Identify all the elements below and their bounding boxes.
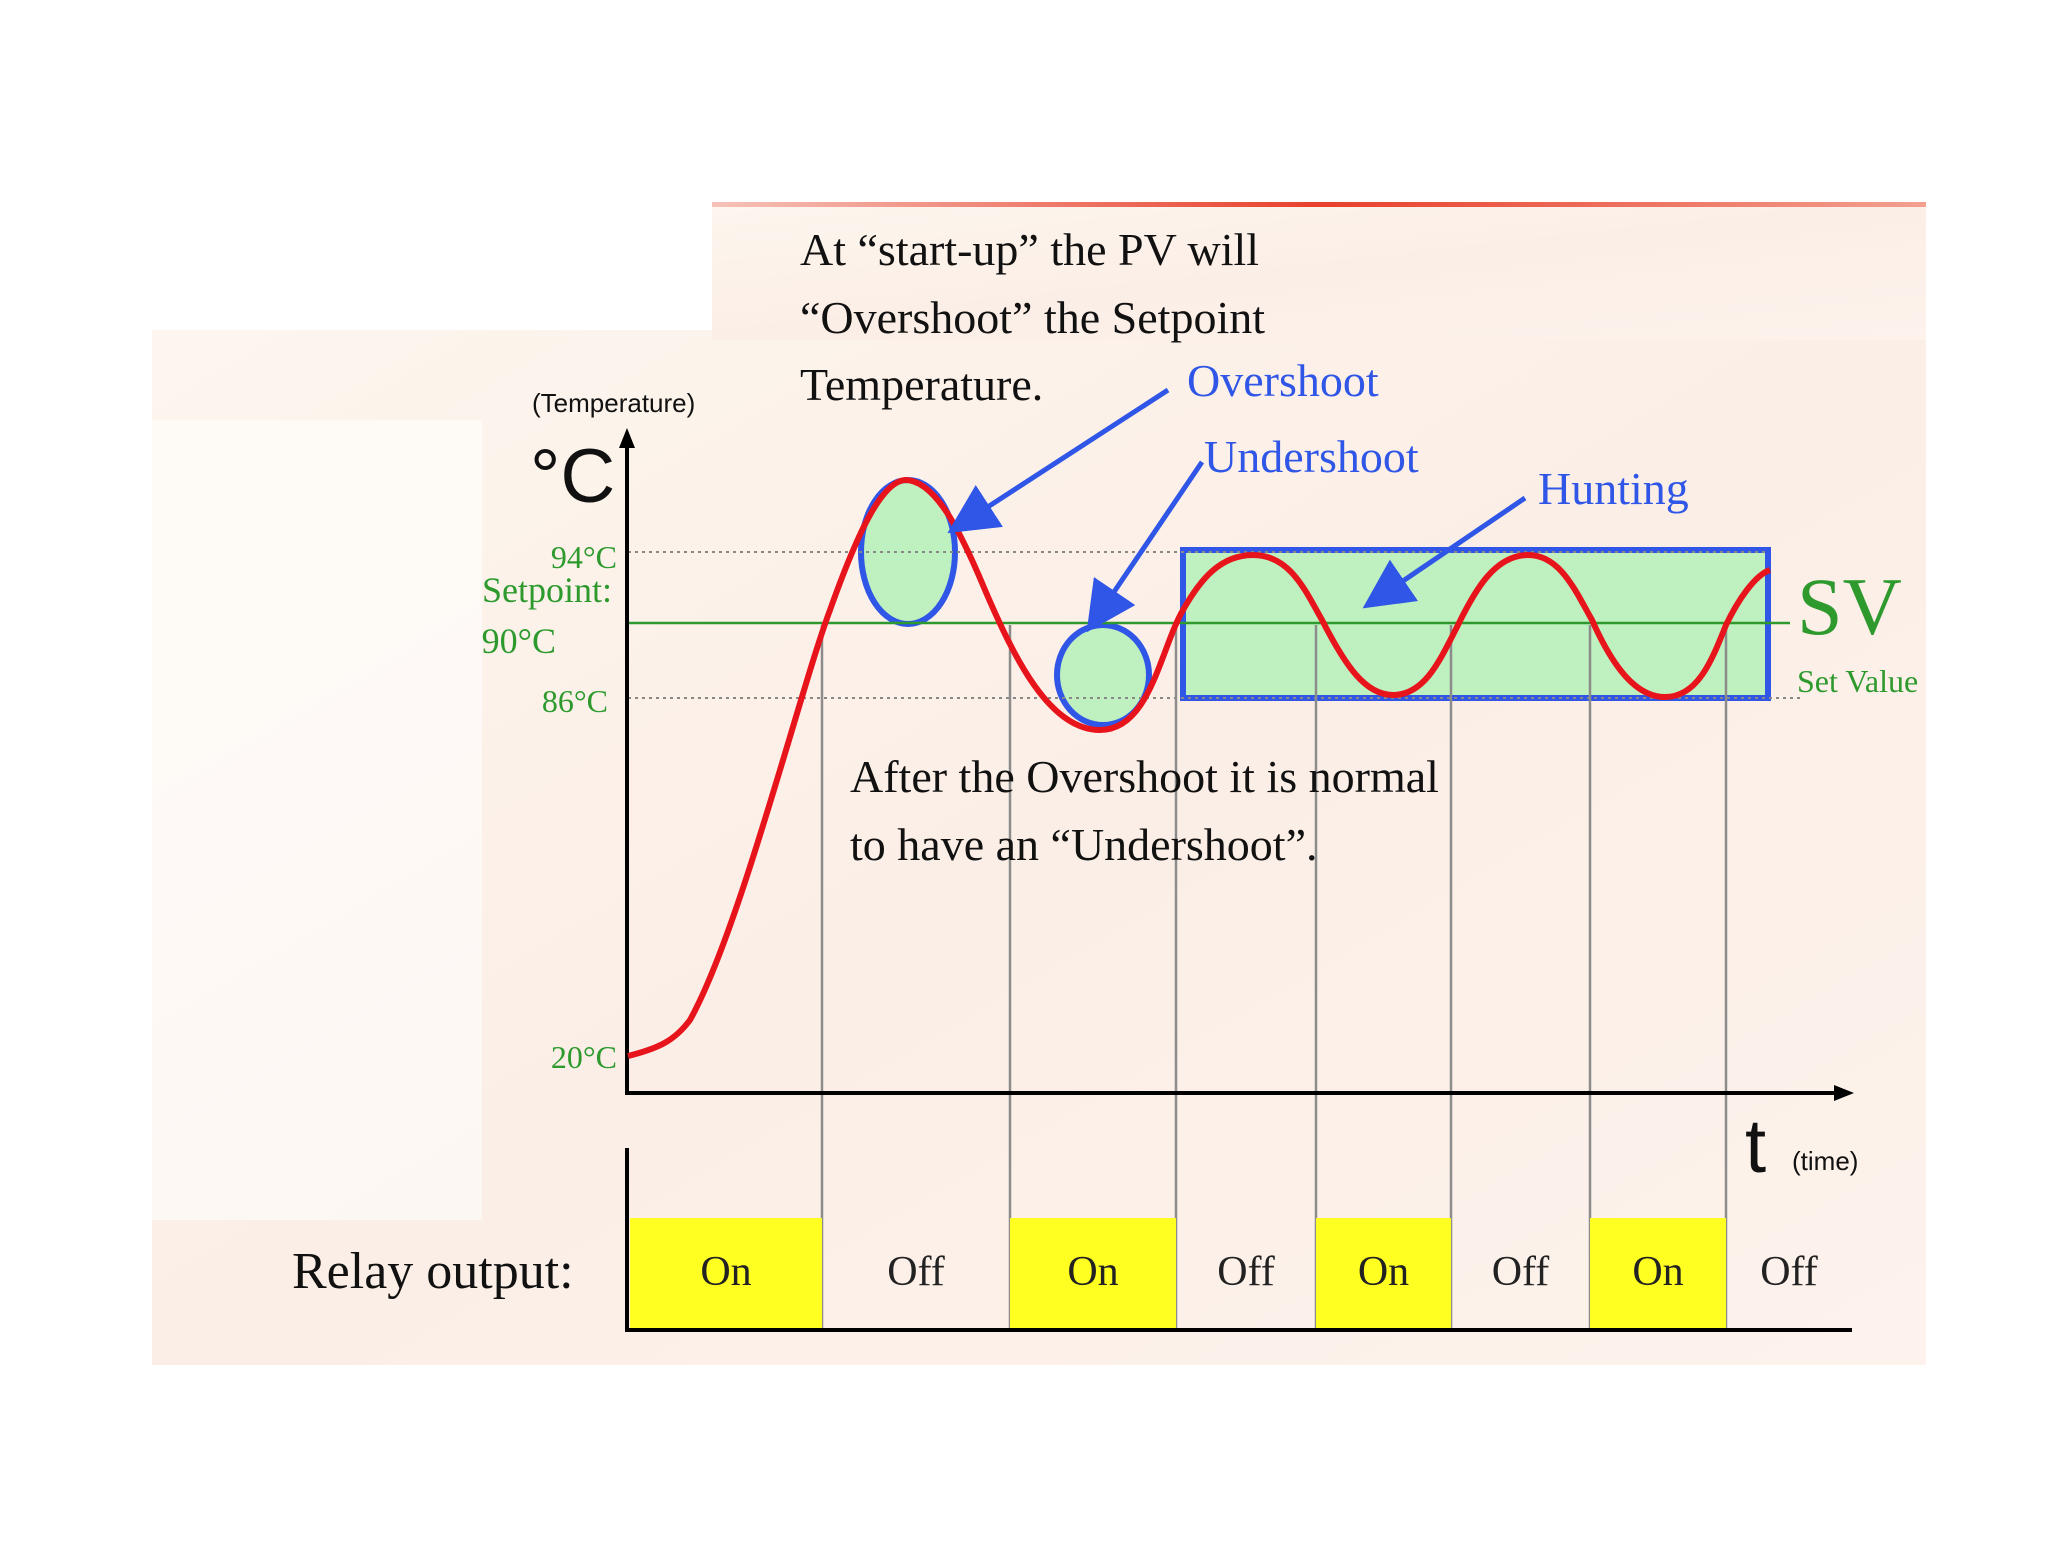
sv-label: SV (1797, 561, 1902, 652)
relay-on-block (1010, 1218, 1176, 1328)
tick-label-94: 94°C (551, 539, 617, 575)
relay-state-label: On (1067, 1249, 1118, 1295)
tick-label-setpoint: Setpoint: (482, 570, 612, 610)
tick-label-20: 20°C (551, 1039, 617, 1075)
sv-sublabel: Set Value (1797, 663, 1918, 699)
process-value-curve (627, 476, 1772, 1059)
relay-state-label: On (1632, 1249, 1683, 1295)
startup-note-line3: Temperature. (800, 359, 1043, 410)
tick-label-90: 90°C (482, 621, 556, 661)
hunting-label: Hunting (1538, 463, 1689, 514)
switching-lines (820, 625, 1728, 1330)
hunting-arrow (1362, 495, 1527, 609)
relay-state-label: On (1358, 1249, 1409, 1295)
overshoot-label: Overshoot (1187, 355, 1379, 406)
top-banner-stripe (712, 202, 1926, 207)
startup-note-line1: At “start-up” the PV will (800, 224, 1259, 275)
after-note-line1: After the Overshoot it is normal (850, 751, 1439, 802)
startup-note-line2: “Overshoot” the Setpoint (800, 292, 1265, 343)
time-axis-title: (time) (1792, 1146, 1858, 1176)
relay-on-block (1316, 1218, 1451, 1328)
after-note-line2: to have an “Undershoot”. (850, 819, 1318, 870)
relay-on-block (1590, 1218, 1726, 1328)
y-axis-title: (Temperature) (532, 388, 695, 418)
relay-state-label: On (700, 1249, 751, 1295)
overshoot-arrow (947, 387, 1170, 534)
y-axis-arrowhead (619, 428, 635, 448)
celsius-unit-label: °C (530, 434, 615, 519)
undershoot-arrow (1086, 460, 1205, 633)
relay-state-label: Off (887, 1249, 945, 1295)
time-axis-symbol: t (1745, 1104, 1766, 1189)
relay-on-block (630, 1218, 822, 1328)
relay-state-label: Off (1217, 1249, 1275, 1295)
relay-state-label: Off (1492, 1249, 1550, 1295)
white-mask-left (152, 420, 482, 1220)
slide-background-top (712, 205, 1926, 340)
tick-label-86: 86°C (542, 683, 608, 719)
x-axis-arrowhead (1834, 1085, 1854, 1101)
relay-output-label: Relay output: (292, 1243, 574, 1300)
relay-state-label: Off (1760, 1249, 1818, 1295)
undershoot-label: Undershoot (1204, 431, 1419, 482)
relay-cells: On Off On Off On Off On Off (630, 1218, 1818, 1328)
